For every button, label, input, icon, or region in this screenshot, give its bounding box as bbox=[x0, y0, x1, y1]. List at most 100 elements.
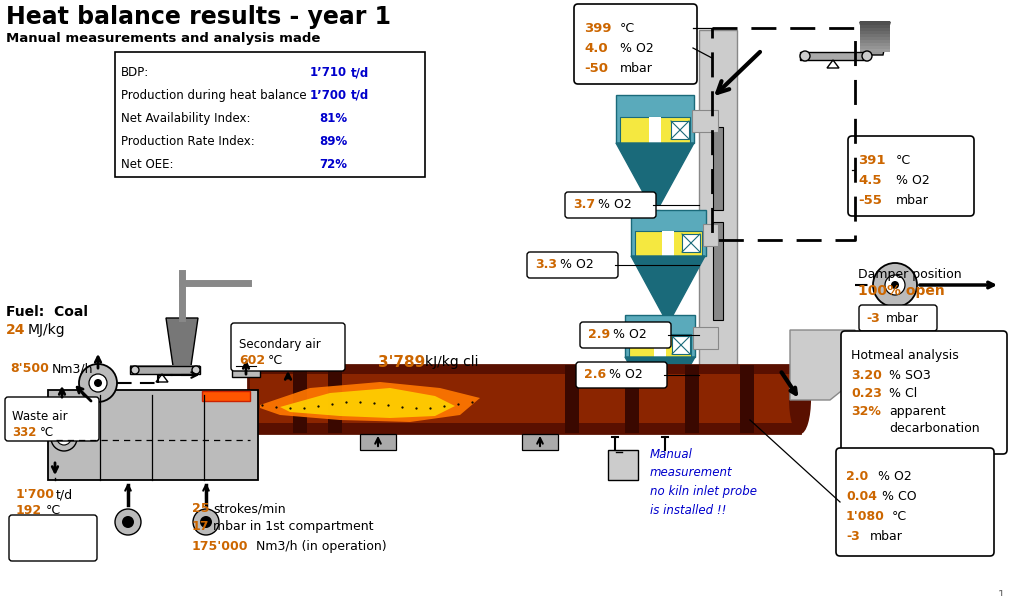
Text: % O2: % O2 bbox=[598, 198, 631, 212]
Text: Fuel:  Coal: Fuel: Coal bbox=[6, 305, 88, 319]
Text: % SO3: % SO3 bbox=[889, 369, 931, 382]
Bar bbox=[655, 415, 665, 427]
Polygon shape bbox=[166, 318, 198, 366]
Bar bbox=[616, 95, 694, 143]
Bar bbox=[685, 365, 699, 433]
Text: mbar: mbar bbox=[886, 312, 919, 324]
FancyBboxPatch shape bbox=[5, 397, 99, 441]
Text: % O2: % O2 bbox=[613, 328, 646, 342]
Text: 1: 1 bbox=[998, 590, 1005, 596]
Polygon shape bbox=[260, 382, 480, 422]
Text: % O2: % O2 bbox=[620, 42, 653, 55]
Text: MJ/kg: MJ/kg bbox=[28, 323, 66, 337]
Text: 0.23: 0.23 bbox=[851, 387, 882, 400]
Bar bbox=[360, 434, 396, 450]
Text: mbar: mbar bbox=[870, 530, 903, 543]
Bar bbox=[130, 371, 200, 372]
Text: °C: °C bbox=[892, 510, 907, 523]
Text: °C: °C bbox=[620, 22, 635, 35]
Bar bbox=[860, 37, 890, 40]
Bar bbox=[662, 231, 674, 256]
Text: 602: 602 bbox=[239, 354, 265, 367]
Text: t/d: t/d bbox=[351, 89, 370, 102]
Bar bbox=[625, 365, 639, 433]
Text: Nm3/h (in operation): Nm3/h (in operation) bbox=[256, 540, 387, 553]
Circle shape bbox=[131, 366, 139, 374]
Bar bbox=[130, 366, 200, 367]
Text: 2.6: 2.6 bbox=[584, 368, 606, 381]
Text: Secondary air: Secondary air bbox=[239, 338, 321, 351]
Text: °C: °C bbox=[896, 154, 911, 167]
Circle shape bbox=[800, 51, 810, 61]
FancyBboxPatch shape bbox=[580, 322, 671, 348]
Circle shape bbox=[192, 366, 200, 374]
Bar bbox=[635, 231, 702, 256]
Text: 4.0: 4.0 bbox=[584, 42, 608, 55]
Text: Net OEE:: Net OEE: bbox=[121, 158, 174, 171]
Circle shape bbox=[193, 509, 219, 535]
Polygon shape bbox=[280, 388, 454, 418]
Text: % O2: % O2 bbox=[560, 259, 594, 272]
FancyBboxPatch shape bbox=[9, 515, 97, 561]
Bar bbox=[115, 52, 425, 177]
Text: mbar in 1st compartment: mbar in 1st compartment bbox=[213, 520, 374, 533]
Text: 1'080: 1'080 bbox=[846, 510, 885, 523]
Text: mbar: mbar bbox=[620, 62, 652, 75]
Bar bbox=[629, 334, 691, 357]
Text: -3: -3 bbox=[866, 312, 880, 324]
Text: Manual measurements and analysis made: Manual measurements and analysis made bbox=[6, 32, 320, 45]
Text: Production during heat balance: Production during heat balance bbox=[121, 89, 307, 102]
Bar bbox=[328, 365, 342, 433]
Bar bbox=[650, 210, 660, 222]
Bar bbox=[692, 110, 718, 132]
FancyBboxPatch shape bbox=[848, 136, 974, 216]
Bar bbox=[202, 391, 250, 401]
Text: Net Availability Index:: Net Availability Index: bbox=[121, 112, 250, 125]
Bar bbox=[130, 372, 200, 373]
Text: 3.7: 3.7 bbox=[573, 198, 595, 212]
FancyBboxPatch shape bbox=[565, 192, 656, 218]
Polygon shape bbox=[616, 143, 694, 205]
Text: 399: 399 bbox=[584, 22, 611, 35]
Text: Production Rate Index:: Production Rate Index: bbox=[121, 135, 255, 148]
Bar bbox=[703, 224, 718, 246]
Text: 4.5: 4.5 bbox=[858, 174, 882, 187]
Bar bbox=[800, 52, 868, 60]
Text: % O2: % O2 bbox=[609, 368, 642, 381]
Ellipse shape bbox=[790, 365, 810, 433]
Text: 391: 391 bbox=[858, 154, 886, 167]
Text: 2.0: 2.0 bbox=[846, 470, 869, 483]
Text: °C: °C bbox=[268, 354, 283, 367]
Text: 0.04: 0.04 bbox=[846, 490, 877, 503]
Text: -50: -50 bbox=[584, 62, 608, 75]
Text: 8'500: 8'500 bbox=[10, 362, 48, 375]
Polygon shape bbox=[790, 330, 855, 400]
Circle shape bbox=[79, 364, 117, 402]
Bar bbox=[248, 365, 800, 433]
Bar bbox=[130, 369, 200, 370]
Polygon shape bbox=[860, 22, 890, 55]
Text: 1’710: 1’710 bbox=[310, 66, 347, 79]
Text: % O2: % O2 bbox=[878, 470, 912, 483]
Bar bbox=[625, 315, 695, 357]
Polygon shape bbox=[625, 357, 695, 410]
Bar bbox=[860, 40, 890, 43]
Circle shape bbox=[873, 263, 917, 307]
Text: Damper position: Damper position bbox=[858, 268, 962, 281]
Text: 332: 332 bbox=[12, 426, 36, 439]
Text: °C: °C bbox=[40, 426, 55, 439]
Text: 1’700: 1’700 bbox=[310, 89, 347, 102]
Bar bbox=[130, 368, 200, 369]
Text: strokes/min: strokes/min bbox=[213, 502, 286, 515]
Circle shape bbox=[200, 516, 212, 528]
Circle shape bbox=[50, 425, 77, 451]
Bar bbox=[130, 366, 200, 374]
Bar bbox=[860, 34, 890, 37]
Bar bbox=[860, 25, 890, 28]
Text: 3.20: 3.20 bbox=[851, 369, 882, 382]
Bar bbox=[654, 334, 666, 357]
Bar bbox=[699, 30, 737, 370]
Bar bbox=[522, 434, 558, 450]
Bar bbox=[860, 28, 890, 31]
Text: Nm3/h: Nm3/h bbox=[52, 362, 94, 375]
